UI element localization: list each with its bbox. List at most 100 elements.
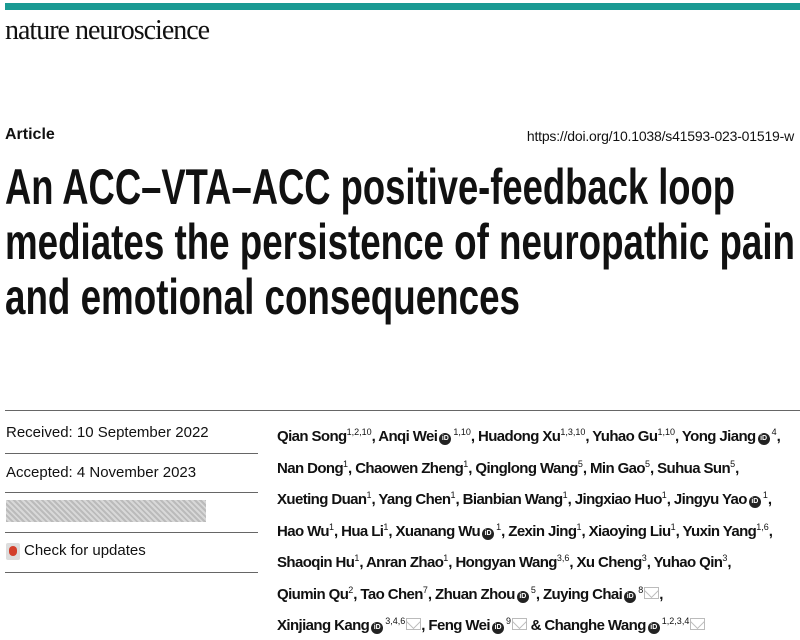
affiliation-marker[interactable]: 1,10 [657,427,675,437]
separator: , [455,491,463,508]
affiliation-marker[interactable]: 2 [348,584,354,595]
author-name[interactable]: Zhuan Zhou [435,585,515,603]
author-name[interactable]: Zuying Chai [542,585,623,603]
author-name[interactable]: Feng Wei [428,617,490,634]
separator: , [421,617,429,634]
orcid-icon[interactable]: iD [757,433,770,445]
author-name[interactable]: Qiumin Qu [277,585,349,603]
orcid-icon[interactable]: iD [647,622,660,634]
affiliation-marker[interactable]: 8 [638,584,644,595]
journal-brand-bar [5,3,800,10]
author-name[interactable]: Shaoqin Hu [277,554,355,571]
divider [5,410,800,411]
author-name[interactable]: Hongyan Wang [455,554,557,571]
author-name[interactable]: Xueting Duan [277,491,367,508]
author-name[interactable]: Xuanang Wu [395,522,481,540]
email-icon[interactable] [690,618,706,630]
journal-logo[interactable]: nature neuroscience [5,15,210,46]
doi-link[interactable]: https://doi.org/10.1038/s41593-023-01519… [526,128,794,144]
author-name[interactable]: Qian Song [277,428,347,445]
author-name[interactable]: Yuhao Gu [592,428,658,445]
affiliation-marker[interactable]: 5 [644,458,650,469]
affiliation-marker[interactable]: 1,3,10 [560,427,586,437]
separator: , [768,522,773,540]
affiliation-marker[interactable]: 5 [730,458,736,469]
affiliation-marker[interactable]: 7 [422,584,428,595]
affiliation-marker[interactable]: 1 [343,458,349,469]
affiliation-marker[interactable]: 4 [771,427,777,437]
affiliation-marker[interactable]: 1 [366,490,372,500]
affiliation-marker[interactable]: 5 [530,584,536,595]
separator: , [359,554,366,571]
author-name[interactable]: Hua Li [341,522,384,540]
affiliation-marker[interactable]: 1 [762,490,768,500]
affiliation-marker[interactable]: 1 [496,521,502,532]
divider [5,532,258,533]
author-name[interactable]: Zexin Jing [508,522,577,540]
author-name[interactable]: Anqi Wei [378,428,438,445]
title-line: An ACC–VTA–ACC positive-feedback loop [5,159,735,215]
affiliation-marker[interactable]: 1,2,10 [346,427,372,437]
author-name[interactable]: Bianbian Wang [462,491,564,508]
author-line: Shaoqin Hu1, Anran Zhao1, Hongyan Wang3,… [277,545,797,577]
affiliation-marker[interactable]: 1,2,3,4 [661,616,690,626]
affiliation-marker[interactable]: 1 [576,521,582,532]
affiliation-marker[interactable]: 1 [463,458,469,469]
author-name[interactable]: Min Gao [590,459,646,477]
author-name[interactable]: Chaowen Zheng [355,459,464,477]
author-name[interactable]: Changhe Wang [544,617,646,634]
orcid-icon[interactable]: iD [748,496,761,508]
author-name[interactable]: Qinglong Wang [475,459,578,477]
affiliation-marker[interactable]: 3 [722,553,728,563]
check-updates-icon[interactable] [6,543,20,560]
author-name[interactable]: Jingyu Yao [673,491,748,508]
separator: , [674,428,682,445]
affiliation-marker[interactable]: 5 [577,458,583,469]
affiliation-marker[interactable]: 1,10 [453,427,471,437]
orcid-icon[interactable]: iD [371,622,384,634]
affiliation-marker[interactable]: 1,6 [756,521,769,532]
affiliation-marker[interactable]: 1 [670,521,676,532]
author-name[interactable]: Xu Cheng [576,554,643,571]
affiliation-marker[interactable]: 1 [562,490,568,500]
affiliation-marker[interactable]: 1 [443,553,449,563]
check-for-updates-link[interactable]: Check for updates [24,542,146,559]
affiliation-marker[interactable]: 1 [354,553,360,563]
affiliation-marker[interactable]: 1 [383,521,389,532]
orcid-icon[interactable]: iD [482,527,495,540]
affiliation-marker[interactable]: 1 [661,490,667,500]
author-name[interactable]: Xinjiang Kang [277,617,370,634]
author-name[interactable]: Hao Wu [277,522,330,540]
author-name[interactable]: Huadong Xu [478,428,561,445]
email-icon[interactable] [512,618,528,630]
title-line: mediates the persistence of neuropathic … [5,214,795,270]
author-line: Xueting Duan1, Yang Chen1, Bianbian Wang… [277,482,797,514]
author-name[interactable]: Tao Chen [360,585,423,603]
affiliation-marker[interactable]: 3 [641,553,647,563]
affiliation-marker[interactable]: 1 [450,490,456,500]
orcid-icon[interactable]: iD [492,622,504,634]
author-name[interactable]: Jingxiao Huo [574,491,663,508]
author-name[interactable]: Yuxin Yang [682,522,757,540]
affiliation-marker[interactable]: 3,4,6 [385,616,406,626]
author-line: Nan Dong1, Chaowen Zheng1, Qinglong Wang… [277,451,797,483]
orcid-icon[interactable]: iD [439,433,452,445]
email-icon[interactable] [644,586,660,599]
author-name[interactable]: Xiaoying Liu [588,522,672,540]
orcid-icon[interactable]: iD [624,590,637,603]
separator: , [470,428,478,445]
author-name[interactable]: Yong Jiang [681,428,756,445]
affiliation-marker[interactable]: 9 [506,616,512,626]
separator: , [582,459,590,477]
separator: , [727,554,731,571]
email-icon[interactable] [406,618,422,630]
orcid-icon[interactable]: iD [516,590,529,603]
author-name[interactable]: Nan Dong [277,459,344,477]
author-name[interactable]: Yang Chen [378,491,451,508]
author-name[interactable]: Anran Zhao [365,554,444,571]
divider [5,453,258,454]
affiliation-marker[interactable]: 1 [328,521,334,532]
author-name[interactable]: Suhua Sun [657,459,731,477]
affiliation-marker[interactable]: 3,6 [556,553,570,563]
author-name[interactable]: Yuhao Qin [653,554,723,571]
